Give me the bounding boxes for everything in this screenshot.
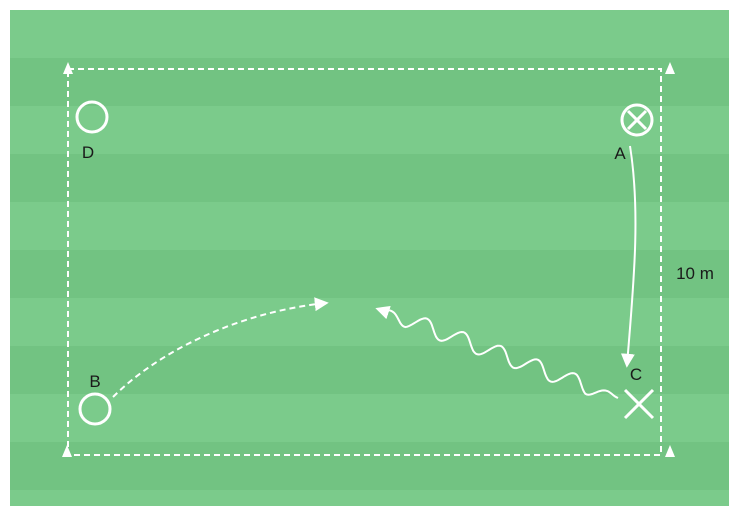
circle-x-cross-2 [626,109,648,131]
area-boundary [67,68,662,456]
pitch-stripe [10,154,729,202]
corner-cone-top-right [665,62,675,74]
corner-cone-bottom-right [665,445,675,457]
player-b: B [78,372,112,426]
player-b-label: B [89,372,100,391]
pitch-stripes [10,58,729,490]
pass-arrow-b [112,297,329,398]
dimension-label: 10 m [676,264,714,283]
pitch-stripe [10,58,729,106]
player-a: A [614,103,654,163]
pitch-stripe [10,250,729,298]
player-a-label: A [614,144,626,163]
player-c: C [623,365,655,420]
pitch-stripe [10,346,729,394]
dribble-arrow-c [375,305,619,399]
player-c-label: C [630,365,642,384]
x-icon-stroke [623,388,655,420]
circle-icon [78,392,112,426]
run-arrow-a-to-c [620,145,637,368]
circle-x-icon [620,103,654,137]
pitch-stripe [10,442,729,490]
corner-cone-bottom-left [62,445,72,457]
circle-icon [75,100,109,134]
player-d-label: D [82,143,94,162]
player-d: D [75,100,109,162]
corner-cone-top-left [63,62,73,74]
